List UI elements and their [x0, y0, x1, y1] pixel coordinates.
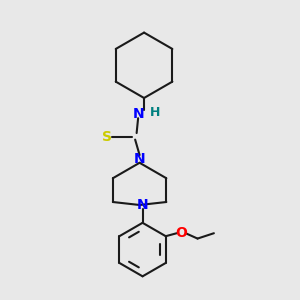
Text: N: N	[137, 198, 148, 212]
Text: N: N	[132, 107, 144, 121]
Text: H: H	[150, 106, 161, 119]
Text: S: S	[102, 130, 112, 144]
Text: N: N	[134, 152, 146, 166]
Text: O: O	[175, 226, 187, 240]
